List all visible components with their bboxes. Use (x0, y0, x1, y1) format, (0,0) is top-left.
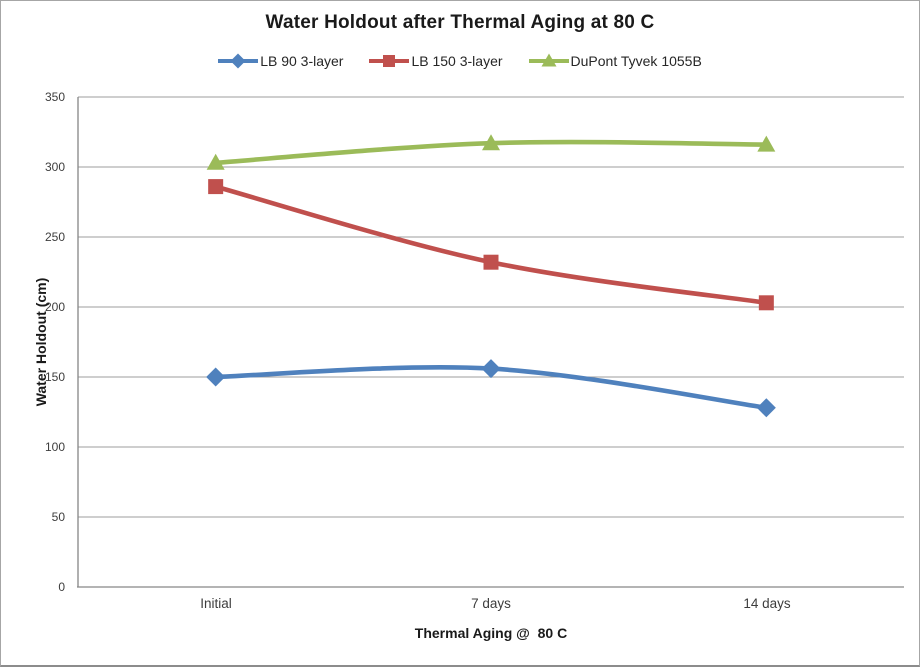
legend-square-marker-icon (369, 55, 410, 67)
legend-label: LB 90 3-layer (260, 53, 344, 69)
y-tick-label: 350 (44, 90, 65, 104)
y-tick-label: 100 (44, 440, 65, 454)
legend-item-lb150: LB 150 3-layer (369, 52, 503, 70)
legend-item-lb90: LB 90 3-layer (218, 52, 343, 70)
y-axis-title: Water Holdout (cm) (33, 277, 49, 407)
chart-title: Water Holdout after Thermal Aging at 80 … (265, 12, 655, 33)
y-tick-label: 200 (44, 300, 65, 314)
x-tick-label-7days: 7 days (471, 596, 511, 611)
y-tick-label: 300 (44, 160, 65, 174)
legend-item-tyvek: DuPont Tyvek 1055B (528, 52, 702, 70)
y-tick-label: 50 (51, 510, 65, 524)
x-tick-label-14days: 14 days (743, 596, 791, 611)
legend-label: LB 150 3-layer (411, 53, 503, 69)
legend-label: DuPont Tyvek 1055B (570, 53, 702, 69)
x-tick-label-initial: Initial (200, 596, 232, 611)
legend: LB 90 3-layer LB 150 3-layer DuPont Tyve… (1, 52, 919, 70)
legend-triangle-marker-icon (528, 53, 569, 67)
x-axis-title: Thermal Aging @ 80 C (414, 625, 568, 641)
legend-diamond-marker-icon (218, 53, 259, 69)
y-tick-label: 150 (44, 370, 65, 384)
y-tick-label: 0 (58, 580, 65, 594)
y-tick-label: 250 (44, 230, 65, 244)
